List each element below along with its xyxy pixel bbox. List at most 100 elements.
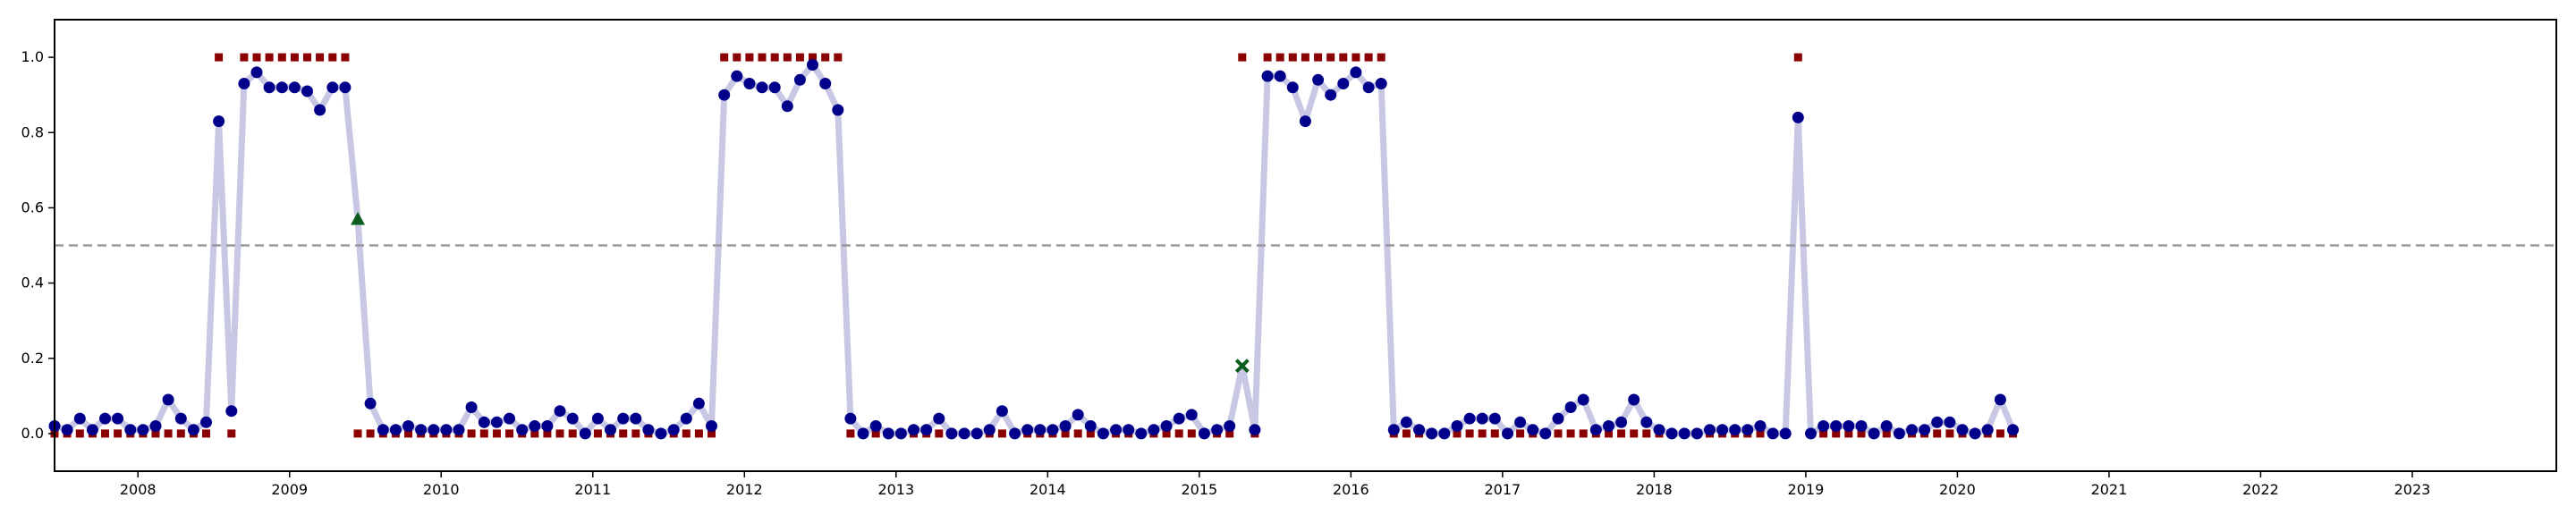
label-marker (1933, 429, 1942, 438)
probability-point (605, 424, 616, 436)
probability-point (1261, 70, 1274, 82)
label-marker (1490, 429, 1499, 438)
label-marker (821, 53, 830, 62)
x-tick-label: 2015 (1181, 481, 1217, 498)
label-marker (1339, 53, 1348, 62)
probability-point (377, 424, 389, 436)
label-marker (404, 429, 412, 438)
label-marker (1162, 429, 1171, 438)
probability-point (1110, 424, 1123, 436)
probability-point (415, 424, 428, 436)
probability-point (529, 420, 541, 432)
probability-point (1514, 416, 1527, 428)
probability-point (1362, 81, 1375, 94)
label-marker (1642, 429, 1651, 438)
probability-point (541, 420, 554, 432)
label-marker (694, 429, 703, 438)
probability-point (453, 424, 465, 436)
probability-point (1792, 111, 1804, 123)
label-marker (277, 53, 286, 62)
plot-frame (54, 19, 2557, 472)
probability-point (996, 405, 1008, 418)
label-marker (1857, 429, 1866, 438)
probability-point (756, 81, 768, 94)
probability-point (1527, 424, 1539, 436)
probability-point (1539, 427, 1552, 440)
probability-point (1438, 427, 1451, 440)
probability-point (1123, 424, 1135, 436)
probability-point (1589, 424, 1602, 436)
probability-point (933, 412, 945, 425)
label-marker (555, 429, 564, 438)
probability-point (1615, 416, 1628, 428)
probability-point (869, 420, 882, 432)
label-marker (1314, 53, 1323, 62)
label-marker (1377, 53, 1385, 62)
label-marker (619, 429, 628, 438)
probability-point (465, 401, 478, 413)
probability-point (1476, 412, 1488, 425)
probability-point (908, 424, 919, 436)
label-marker (834, 53, 843, 62)
probability-point (617, 412, 630, 425)
label-marker (505, 429, 513, 438)
probability-point (1868, 427, 1880, 440)
probability-point (1653, 424, 1665, 436)
probability-point (1021, 424, 1034, 436)
x-axis: 2008 2009 2010 2011 2012 2013 2014 2015 2016 2017… (120, 471, 2430, 498)
probability-point (1628, 393, 1640, 406)
x-tick-label: 2023 (2394, 481, 2431, 498)
probability-point (339, 81, 352, 94)
label-marker (1996, 429, 2004, 438)
probability-point (1754, 420, 1767, 432)
label-marker (290, 53, 299, 62)
label-marker (316, 53, 325, 62)
probability-point (970, 427, 983, 440)
probability-point (478, 416, 490, 428)
label-marker (1566, 429, 1575, 438)
probability-point (174, 412, 187, 425)
probability-point (149, 420, 162, 432)
probability-point (958, 427, 970, 440)
label-marker (492, 429, 501, 438)
probability-point (1577, 393, 1589, 406)
probability-point (680, 412, 692, 425)
label-marker (151, 429, 160, 438)
probability-point (1779, 427, 1792, 440)
probability-point (1009, 427, 1021, 440)
label-marker (341, 53, 350, 62)
label-marker (1402, 429, 1411, 438)
probability-point (630, 412, 642, 425)
label-marker (682, 429, 691, 438)
probability-point (1059, 420, 1072, 432)
label-marker (265, 53, 274, 62)
label-marker (1073, 429, 1082, 438)
label-marker (543, 429, 552, 438)
probability-point (1325, 89, 1337, 101)
x-tick-label: 2008 (120, 481, 157, 498)
probability-point (389, 424, 402, 436)
probability-point (1224, 420, 1236, 432)
label-marker (1301, 53, 1309, 62)
probability-point (1805, 427, 1817, 440)
label-marker (809, 53, 817, 62)
label-marker (164, 429, 173, 438)
probability-point (428, 424, 440, 436)
label-marker (1453, 429, 1462, 438)
probability-point (1906, 424, 1918, 436)
y-tick-label: 0.6 (21, 198, 44, 215)
y-tick-label: 0.4 (21, 274, 44, 291)
probability-point (301, 85, 313, 97)
probability-series-line (51, 62, 2016, 437)
probability-point (1084, 420, 1097, 432)
x-tick-label: 2018 (1636, 481, 1673, 498)
probability-point (1690, 427, 1703, 440)
probability-point (832, 104, 844, 116)
probability-point (1603, 420, 1614, 432)
probability-point (781, 100, 793, 113)
probability-point (1564, 401, 1577, 413)
probability-point (263, 81, 275, 94)
x-tick-label: 2017 (1485, 481, 1521, 498)
